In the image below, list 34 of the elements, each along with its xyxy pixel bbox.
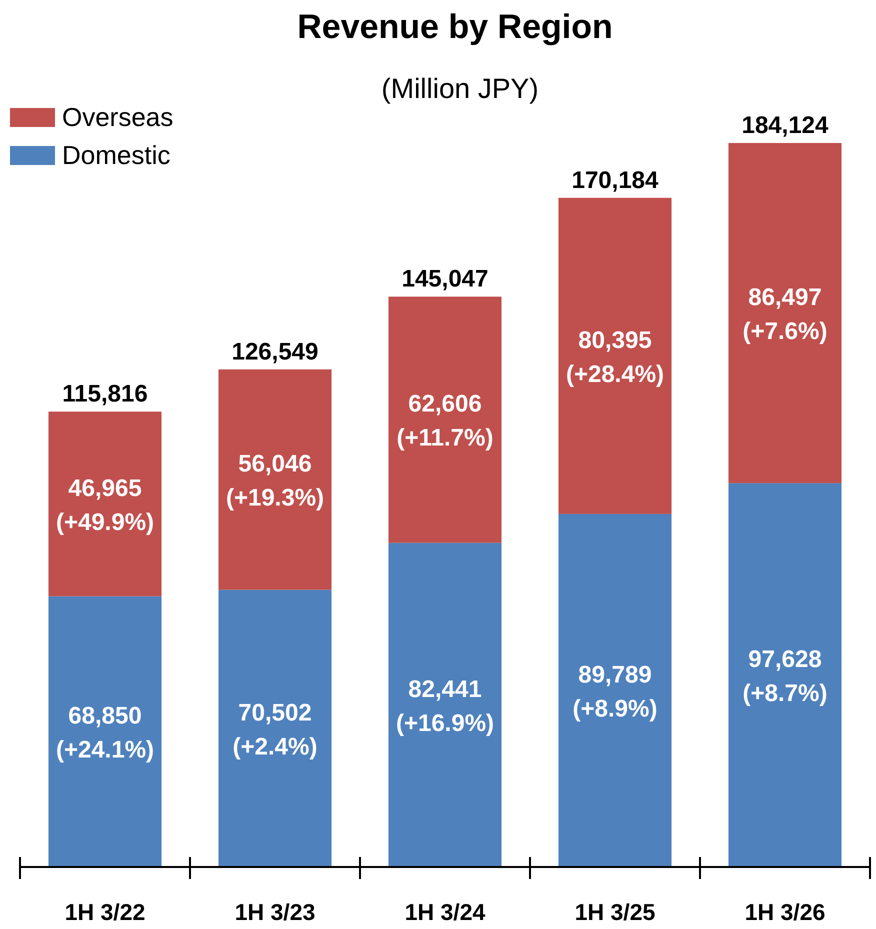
bar [558, 198, 672, 514]
x-tick-label: 1H 3/22 [64, 899, 146, 925]
total-label: 184,124 [742, 112, 830, 139]
x-tick-label: 1H 3/25 [574, 899, 656, 925]
total-label: 115,816 [62, 380, 148, 408]
bar [388, 542, 502, 867]
total-label: 126,549 [232, 338, 318, 366]
x-tick-label: 1H 3/24 [404, 899, 486, 925]
bar [728, 483, 842, 867]
total-label: 145,047 [402, 266, 488, 293]
x-tick-label: 1H 3/23 [234, 899, 316, 925]
data-label: 86,497 (+7.6%) [742, 284, 828, 346]
data-label: 56,046 (+19.3%) [226, 450, 324, 512]
chart-subtitle: (Million JPY) [381, 73, 539, 104]
data-label: 62,606 (+11.7%) [396, 390, 494, 452]
legend-label: Domestic [62, 140, 170, 170]
bar [728, 143, 842, 484]
data-label: 46,965 (+49.9%) [56, 474, 154, 536]
bar [558, 514, 672, 867]
data-label: 68,850 (+24.1%) [56, 702, 154, 764]
bar [48, 596, 162, 867]
bar [48, 412, 162, 596]
chart-title: Revenue by Region [297, 8, 613, 46]
total-label: 170,184 [572, 166, 660, 194]
bar [388, 296, 502, 543]
bar [218, 369, 332, 590]
legend-label: Overseas [62, 102, 174, 132]
data-label: 89,789 (+8.9%) [572, 661, 658, 722]
x-tick-label: 1H 3/26 [744, 899, 826, 925]
data-label: 80,395 (+28.4%) [566, 326, 664, 388]
data-label: 70,502 (+2.4%) [232, 699, 318, 760]
bar [218, 590, 332, 867]
data-label: 97,628 (+8.7%) [742, 646, 828, 708]
data-label: 82,441 (+16.9%) [396, 676, 494, 737]
